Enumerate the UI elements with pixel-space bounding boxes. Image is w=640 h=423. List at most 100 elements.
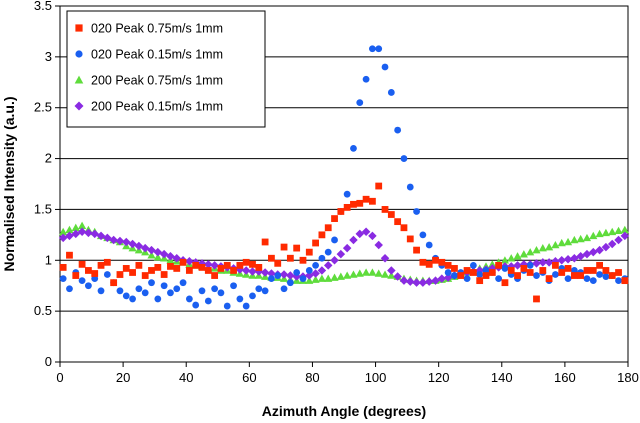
data-point: [65, 231, 74, 241]
data-point: [331, 215, 338, 222]
data-point: [343, 271, 352, 279]
data-point: [476, 277, 484, 285]
data-point: [85, 282, 92, 290]
data-point: [501, 265, 509, 272]
data-point: [58, 233, 68, 243]
data-point: [614, 226, 623, 235]
data-point: [356, 99, 364, 107]
data-point: [495, 261, 503, 269]
data-point: [451, 265, 458, 272]
y-tick-label: 1: [45, 252, 52, 267]
data-point: [513, 252, 522, 260]
data-point: [558, 269, 566, 276]
data-point: [330, 273, 339, 281]
data-point: [198, 287, 206, 295]
data-point: [135, 285, 143, 293]
data-point: [368, 268, 377, 276]
legend-entry: 020 Peak 0.15m/s 1mm: [91, 48, 223, 62]
data-point: [305, 276, 314, 284]
data-point: [103, 233, 112, 243]
data-point: [419, 231, 427, 239]
data-point: [380, 270, 390, 278]
data-point: [576, 234, 585, 243]
data-point: [381, 206, 389, 213]
x-tick-label: 0: [56, 370, 63, 385]
data-point: [66, 285, 73, 293]
data-point: [342, 243, 352, 253]
data-point: [362, 75, 370, 83]
data-point: [425, 260, 433, 268]
data-point: [280, 243, 288, 251]
data-point: [563, 237, 573, 246]
legend-entry: 200 Peak 0.15m/s 1mm: [91, 100, 223, 114]
data-point: [526, 248, 535, 256]
data-point: [615, 269, 622, 276]
data-point: [614, 235, 623, 245]
data-point: [337, 208, 345, 215]
data-point: [274, 272, 282, 279]
data-point: [582, 233, 592, 242]
data-point: [59, 275, 67, 282]
y-tick-label: 0: [45, 354, 52, 369]
data-point: [122, 265, 130, 272]
data-point: [501, 279, 509, 287]
data-point: [570, 254, 579, 263]
data-point: [192, 301, 200, 309]
data-point: [97, 261, 105, 269]
data-point: [59, 227, 68, 236]
data-point: [336, 249, 346, 259]
data-point: [78, 277, 86, 285]
data-point: [153, 247, 163, 257]
data-point: [84, 228, 93, 238]
data-point: [400, 155, 408, 162]
legend-marker: [75, 50, 83, 58]
data-point: [595, 229, 604, 238]
data-point: [343, 203, 351, 211]
data-point: [444, 269, 452, 276]
data-point: [507, 267, 515, 274]
data-point: [324, 224, 332, 232]
data-point: [140, 243, 150, 253]
data-point: [387, 89, 395, 96]
data-point: [103, 258, 111, 266]
data-point: [564, 265, 572, 272]
data-point: [387, 271, 396, 279]
data-point: [620, 225, 629, 234]
data-point: [211, 285, 219, 293]
data-point: [330, 256, 339, 265]
y-axis-title: Normalised Intensity (a.u.): [1, 96, 17, 271]
data-point: [299, 256, 307, 264]
data-point: [349, 235, 358, 245]
data-point: [451, 272, 458, 279]
data-point: [147, 245, 156, 255]
data-point: [167, 262, 174, 270]
data-point: [71, 229, 81, 239]
data-point: [324, 274, 333, 282]
data-point: [318, 254, 326, 262]
legend-entry: 200 Peak 0.75m/s 1mm: [91, 74, 223, 88]
data-point: [204, 297, 212, 305]
data-point: [91, 270, 99, 277]
data-point: [488, 260, 497, 268]
data-point: [482, 272, 490, 279]
data-point: [563, 255, 573, 264]
data-point: [432, 256, 439, 264]
data-point: [78, 260, 86, 268]
data-point: [241, 266, 251, 275]
data-point: [406, 183, 414, 191]
data-point: [437, 274, 447, 283]
data-point: [255, 285, 263, 293]
x-tick-label: 180: [617, 370, 639, 385]
data-point: [242, 258, 250, 266]
data-point: [148, 279, 155, 287]
data-point: [601, 228, 610, 237]
data-point: [424, 277, 434, 286]
data-point: [129, 269, 136, 276]
data-point: [173, 265, 181, 272]
data-point: [248, 267, 257, 276]
data-point: [204, 260, 213, 269]
data-point: [532, 259, 541, 268]
data-point: [419, 258, 427, 266]
data-point: [362, 195, 370, 203]
